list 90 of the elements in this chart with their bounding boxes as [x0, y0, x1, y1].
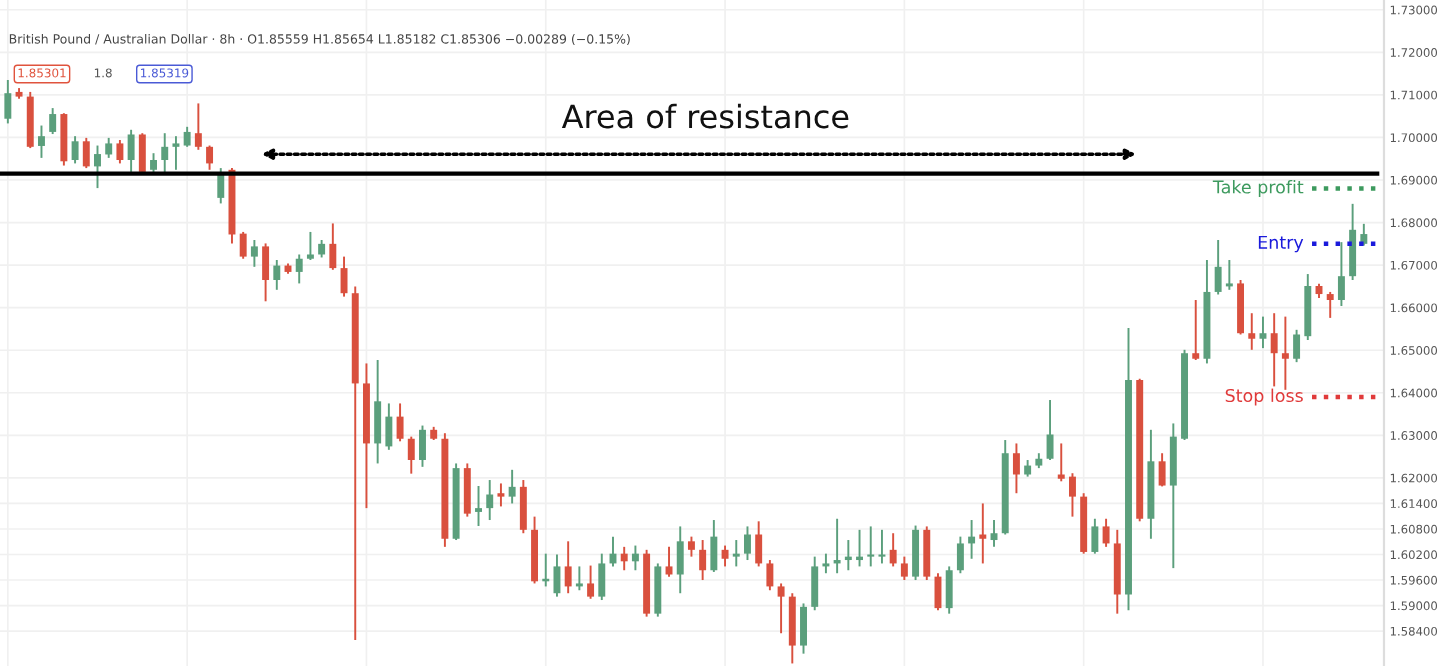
candlestick [4, 79, 12, 125]
candlestick [721, 544, 729, 568]
candlestick [744, 525, 751, 562]
candlestick [49, 107, 57, 136]
candlestick [1046, 399, 1054, 461]
candlestick [587, 564, 595, 600]
candlestick [1102, 517, 1110, 548]
candlestick [822, 552, 830, 575]
candlestick [273, 259, 281, 291]
candlestick [1068, 472, 1076, 518]
candlestick [374, 359, 382, 465]
candlestick [217, 167, 225, 205]
candlestick [250, 239, 258, 268]
candlestick [295, 253, 303, 285]
candlestick [60, 112, 68, 167]
candlestick [407, 435, 415, 475]
candlestick [755, 520, 763, 568]
candlestick [1057, 442, 1065, 483]
candlestick [82, 136, 90, 170]
candlestick [105, 136, 113, 159]
candlestick [172, 135, 180, 171]
candlestick [116, 139, 124, 165]
candlestick [889, 532, 897, 568]
candlestick [1248, 312, 1256, 351]
candlestick [575, 565, 583, 592]
candlestick [676, 525, 684, 595]
candlestick [1259, 315, 1267, 350]
candlestick [127, 128, 135, 173]
candlestick [1349, 202, 1357, 281]
candlestick [1326, 290, 1334, 319]
candlestick [340, 255, 348, 298]
candlestick [665, 545, 673, 578]
candlestick [945, 565, 953, 615]
candlestick [262, 242, 270, 303]
candlestick [161, 132, 169, 175]
candlestick [463, 462, 471, 518]
candlestick [419, 424, 426, 468]
candlestick [519, 479, 527, 535]
candlestick [956, 535, 964, 575]
candlestick [1158, 452, 1166, 488]
candlestick [867, 525, 875, 568]
candlestick [1214, 239, 1222, 296]
ref-line-label: Stop loss [1225, 388, 1303, 406]
candlestick [699, 539, 707, 582]
candlestick [777, 582, 785, 635]
ref-line-label: Take profit [1212, 180, 1304, 197]
candlestick [878, 528, 886, 565]
candlestick [1192, 299, 1200, 361]
candlestick [900, 555, 908, 582]
candlestick [486, 479, 494, 521]
candlestick [654, 562, 662, 618]
candlestick [923, 525, 931, 582]
candlestick [553, 553, 561, 598]
candlestick [800, 602, 807, 655]
candlestick [766, 559, 774, 592]
candlestick [306, 230, 314, 261]
candlestick [1012, 442, 1020, 495]
candlestick [239, 230, 247, 260]
candlestick [183, 125, 191, 148]
candlestick [1225, 259, 1233, 291]
candlestick [1293, 328, 1301, 364]
candlestick [1091, 517, 1099, 555]
candlestick [620, 545, 628, 572]
candlestick [1281, 315, 1289, 391]
candlestick [94, 144, 101, 190]
candlestick [710, 519, 718, 573]
candlestick [1270, 312, 1278, 388]
candlestick [811, 555, 819, 612]
candlestick [497, 482, 505, 508]
candlestick [631, 544, 639, 572]
candlestick [71, 135, 79, 165]
candlestick [912, 524, 920, 582]
candlestick [1337, 241, 1345, 307]
candlestick [1360, 222, 1368, 247]
candlestick [598, 552, 606, 602]
candlestick [396, 402, 404, 443]
candlestick [194, 102, 202, 151]
candlestick [329, 222, 337, 271]
candlestick [508, 468, 516, 505]
annotation: Area of resistance [561, 103, 849, 129]
candlestick [564, 540, 572, 595]
candlestick [206, 144, 214, 171]
candlestick [37, 124, 45, 159]
candlestick [979, 502, 987, 565]
candlestick [385, 402, 393, 451]
candlestick [138, 132, 146, 175]
candlestick [475, 485, 482, 527]
candlestick [687, 535, 695, 558]
candlestick [732, 539, 740, 568]
ref-line-label: Entry [1258, 235, 1304, 253]
